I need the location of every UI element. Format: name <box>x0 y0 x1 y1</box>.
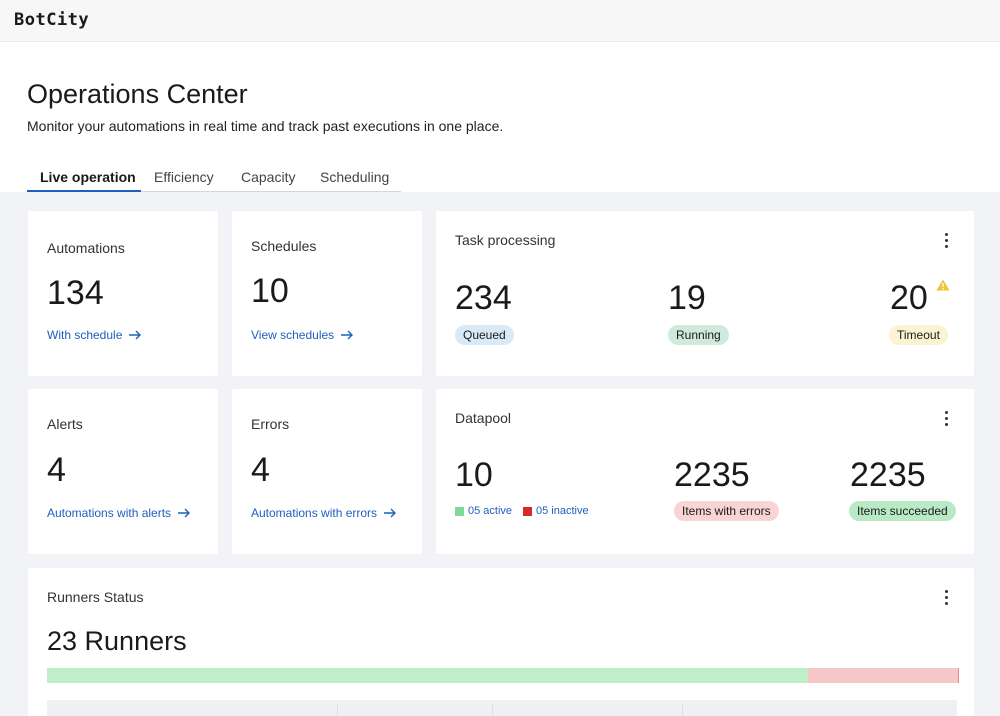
automations-with-alerts-label: Automations with alerts <box>47 506 172 520</box>
datapool-title: Datapool <box>455 410 512 426</box>
automations-with-alerts-link[interactable]: Automations with alerts <box>47 506 191 520</box>
schedules-title: Schedules <box>251 238 317 254</box>
datapool-menu-icon[interactable] <box>940 411 952 427</box>
alerts-count: 4 <box>47 451 66 489</box>
queued-count: 234 <box>455 279 512 317</box>
running-badge: Running <box>668 325 729 345</box>
page-header: Operations Center Monitor your automatio… <box>0 42 1000 192</box>
arrow-right-icon <box>177 508 191 518</box>
page-subtitle: Monitor your automations in real time an… <box>27 118 504 134</box>
datapool-card: Datapool 10 05 active 05 inactive 2235 I… <box>436 389 974 554</box>
runners-healthy-segment[interactable] <box>47 668 808 683</box>
task-processing-title: Task processing <box>455 232 556 248</box>
errors-title: Errors <box>251 416 290 432</box>
items-succeeded-badge: Items succeeded <box>849 501 956 521</box>
alerts-title: Alerts <box>47 416 83 432</box>
active-legend-label: 05 active <box>468 505 513 517</box>
tab-bar: Live operation Efficiency Capacity Sched… <box>27 166 401 192</box>
inactive-legend-label: 05 inactive <box>536 505 589 517</box>
schedules-card: Schedules 10 View schedules <box>232 211 422 376</box>
active-swatch <box>455 506 464 516</box>
runners-status-card: Runners Status 23 Runners <box>28 568 974 716</box>
inactive-swatch <box>523 506 532 516</box>
alerts-card: Alerts 4 Automations with alerts <box>28 389 218 554</box>
with-schedule-link[interactable]: With schedule <box>47 328 142 342</box>
automations-with-errors-label: Automations with errors <box>251 506 378 520</box>
items-with-errors-count: 2235 <box>674 456 750 494</box>
items-with-errors-badge: Items with errors <box>674 501 779 521</box>
view-schedules-link[interactable]: View schedules <box>251 328 354 342</box>
errors-count: 4 <box>251 451 270 489</box>
warning-icon <box>936 279 950 291</box>
runners-table-header <box>47 700 957 716</box>
active-tab-indicator <box>27 190 141 192</box>
timeout-badge: Timeout <box>889 325 948 345</box>
arrow-right-icon <box>340 330 354 340</box>
automations-with-errors-link[interactable]: Automations with errors <box>251 506 397 520</box>
inactive-legend[interactable]: 05 inactive <box>523 505 589 517</box>
runners-count: 23 Runners <box>47 626 187 656</box>
task-processing-card: Task processing 234 Queued 19 Running 20… <box>436 211 974 376</box>
arrow-right-icon <box>128 330 142 340</box>
view-schedules-label: View schedules <box>251 328 335 342</box>
runners-status-title: Runners Status <box>47 589 144 605</box>
running-count: 19 <box>668 279 706 317</box>
tab-efficiency[interactable]: Efficiency <box>154 169 214 185</box>
runners-menu-icon[interactable] <box>940 590 952 606</box>
page-title: Operations Center <box>27 79 248 109</box>
tab-scheduling[interactable]: Scheduling <box>320 169 390 185</box>
queued-badge: Queued <box>455 325 514 345</box>
items-succeeded-count: 2235 <box>850 456 926 494</box>
arrow-right-icon <box>383 508 397 518</box>
automations-title: Automations <box>47 240 125 256</box>
errors-card: Errors 4 Automations with errors <box>232 389 422 554</box>
schedules-count: 10 <box>251 272 289 310</box>
tab-capacity[interactable]: Capacity <box>241 169 296 185</box>
tab-live-operation[interactable]: Live operation <box>40 169 136 185</box>
runners-error-segment[interactable] <box>807 668 959 683</box>
automations-count: 134 <box>47 274 104 312</box>
task-processing-menu-icon[interactable] <box>940 233 952 249</box>
timeout-count: 20 <box>890 279 928 317</box>
datapool-count: 10 <box>455 456 493 494</box>
with-schedule-label: With schedule <box>47 328 123 342</box>
runners-status-bar <box>47 668 959 683</box>
active-legend[interactable]: 05 active <box>455 505 512 517</box>
automations-card: Automations 134 With schedule <box>28 211 218 376</box>
botcity-logo[interactable]: BotCity <box>14 10 90 30</box>
top-bar: BotCity <box>0 0 1000 42</box>
